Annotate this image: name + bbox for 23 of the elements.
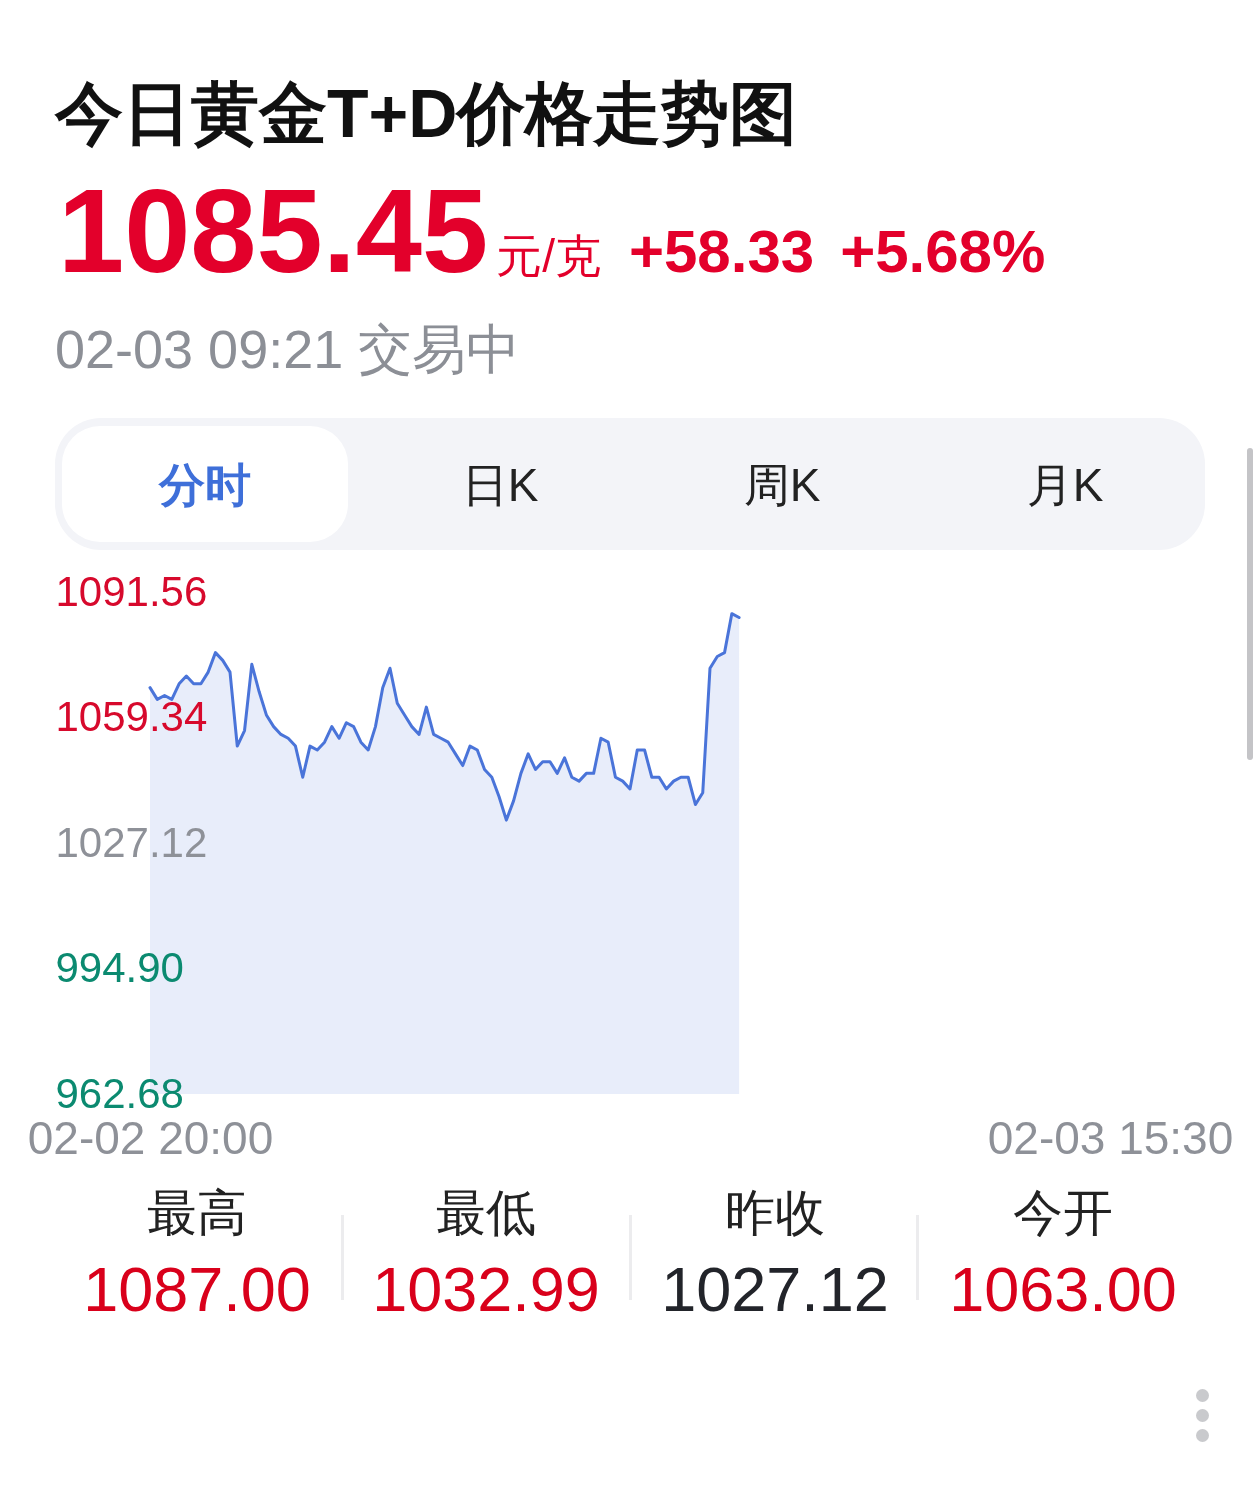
text: 1087.00: [83, 1254, 311, 1324]
chart-title: 今日黄金T+D价格走势图: [55, 75, 798, 151]
y-tick-label: 1059.34: [55, 693, 208, 740]
text: 最低: [436, 1185, 536, 1241]
x-tick-label: 02-03 15:30: [987, 1111, 1234, 1164]
text: 1027.12: [661, 1254, 889, 1324]
text: 1032.99: [372, 1254, 600, 1324]
text: 昨收: [725, 1185, 825, 1241]
text: 元/克: [496, 230, 601, 282]
text: 1085.45: [58, 164, 489, 297]
text: +5.68%: [840, 218, 1046, 285]
y-tick-label: 1027.12: [55, 818, 208, 866]
text: +58.33: [628, 218, 815, 285]
text: 02-03 09:21 交易中: [55, 319, 521, 379]
text: 周K: [743, 459, 821, 511]
text: 最高: [147, 1185, 247, 1241]
text: 今开: [1013, 1185, 1113, 1241]
y-tick-label: 1091.56: [55, 567, 208, 615]
text: 1063.00: [949, 1254, 1177, 1324]
text: 分时: [159, 459, 251, 511]
y-tick-label: 994.90: [55, 944, 184, 991]
text: 日K: [461, 459, 539, 511]
text: 月K: [1026, 459, 1104, 511]
